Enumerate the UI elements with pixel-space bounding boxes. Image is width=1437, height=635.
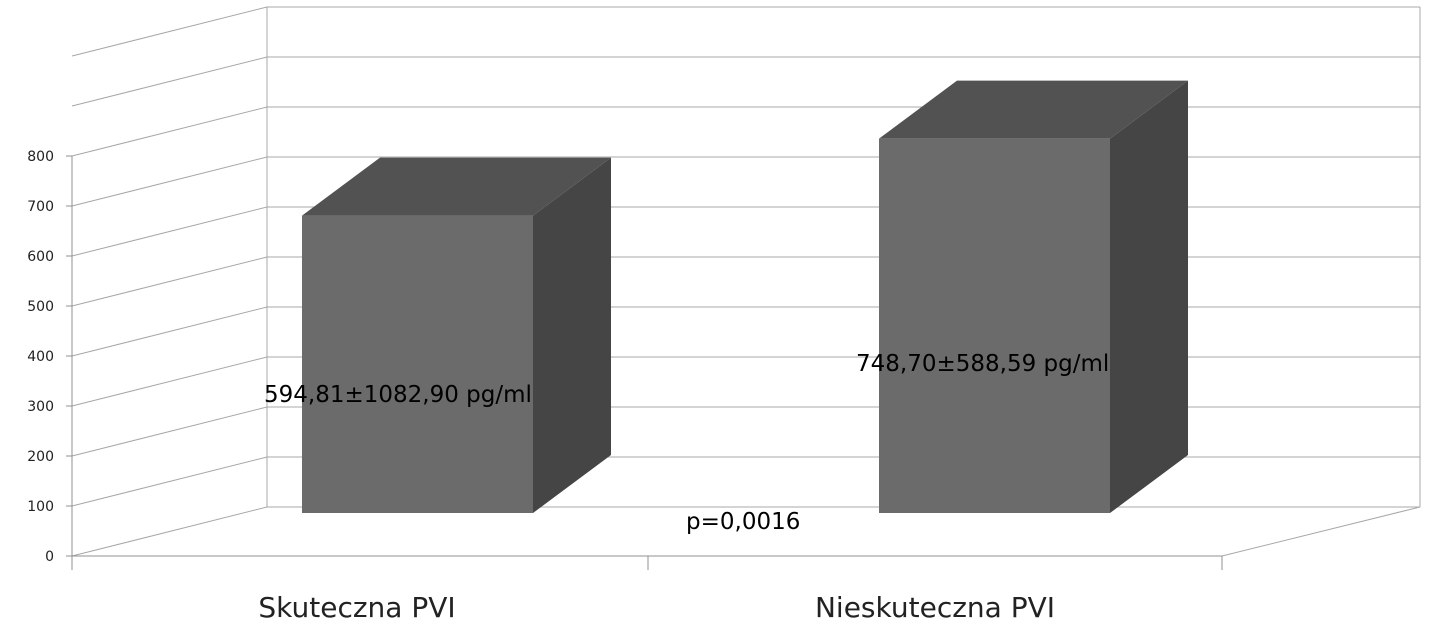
y-tick-label: 200 xyxy=(27,449,54,465)
y-tick-label: 100 xyxy=(27,499,54,515)
bar-top-face xyxy=(302,157,611,216)
y-tick-label: 800 xyxy=(27,149,54,165)
bar-top-face xyxy=(879,80,1188,139)
y-tick-label: 600 xyxy=(27,249,54,265)
gridline xyxy=(71,206,1420,257)
data-label-skuteczna: 594,81±1082,90 pg/ml xyxy=(264,382,532,408)
gridline xyxy=(71,6,1420,57)
x-tick-label-nieskuteczna: Nieskuteczna PVI xyxy=(815,591,1055,624)
chart-gridlines xyxy=(71,6,1421,557)
gridline xyxy=(71,256,1420,307)
gridline xyxy=(71,56,1420,107)
gridline xyxy=(71,306,1420,357)
gridline xyxy=(71,456,1420,507)
y-tick-label: 300 xyxy=(27,399,54,415)
bar-side-face xyxy=(1110,80,1188,514)
data-label-nieskuteczna: 748,70±588,59 pg/ml xyxy=(856,351,1109,377)
y-tick-label: 400 xyxy=(27,349,54,365)
bar-front-face xyxy=(302,215,533,513)
gridline xyxy=(71,106,1420,157)
chart-bars xyxy=(302,80,1188,514)
y-tick-label: 0 xyxy=(45,549,54,565)
gridline xyxy=(71,406,1420,457)
bar-2 xyxy=(879,80,1188,514)
chart-axes: 0 100 200 300 400 500 600 700 800 xyxy=(27,149,1223,570)
p-value-annotation: p=0,0016 xyxy=(686,509,800,535)
bar-side-face xyxy=(533,157,611,513)
gridline xyxy=(71,156,1420,207)
bar-front-face xyxy=(879,138,1110,513)
y-tick-label: 700 xyxy=(27,199,54,215)
y-tick-label: 500 xyxy=(27,299,54,315)
x-tick-label-skuteczna: Skuteczna PVI xyxy=(258,591,455,624)
bar-1 xyxy=(302,157,611,513)
chart-labels: 594,81±1082,90 pg/ml 748,70±588,59 pg/ml… xyxy=(258,351,1109,624)
